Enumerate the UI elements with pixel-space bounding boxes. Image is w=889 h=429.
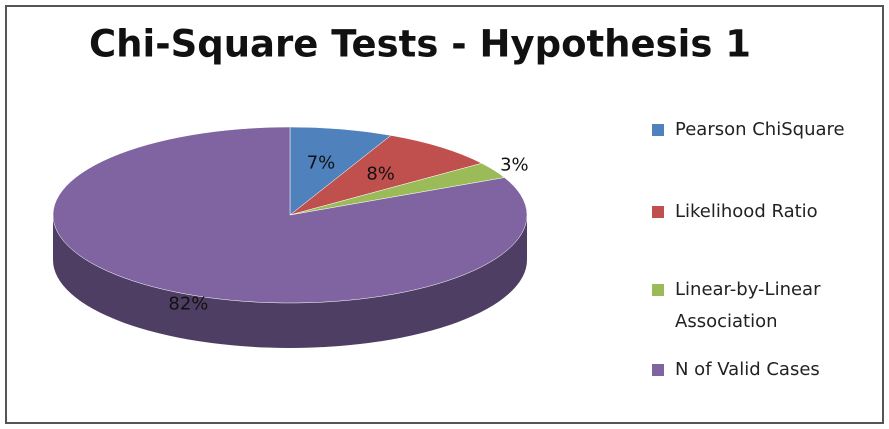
data-label: 7% — [307, 152, 336, 173]
legend-label: Linear-by-Linear Association — [675, 279, 821, 332]
legend-swatch — [652, 284, 664, 296]
legend-swatch — [652, 206, 664, 218]
pie-slice — [52, 126, 528, 304]
pie-tops — [52, 126, 528, 304]
legend-label: Pearson ChiSquare — [675, 119, 845, 140]
pie-slice — [289, 126, 392, 216]
legend-swatch — [652, 364, 664, 376]
legend-label: N of Valid Cases — [675, 359, 820, 380]
chart-title: Chi-Square Tests - Hypothesis 1 — [89, 23, 751, 66]
legend-swatch — [652, 124, 664, 136]
data-label: 3% — [500, 155, 529, 176]
pie-slice — [289, 135, 483, 216]
pie-sides — [53, 215, 527, 348]
data-label: 82% — [168, 293, 208, 314]
pie-labels: 7% 8% 3% 82% — [168, 152, 528, 314]
legend-label: Likelihood Ratio — [675, 201, 818, 222]
data-label: 8% — [366, 163, 395, 184]
pie-side — [53, 215, 527, 348]
